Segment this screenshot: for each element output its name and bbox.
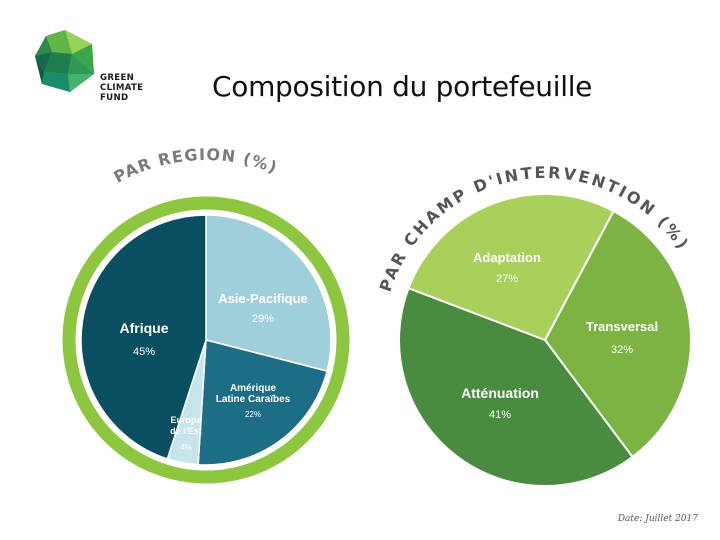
field-value-attenuation: 41% [489,409,511,421]
region-label-amerique: Amérique Latine Caraïbes [216,383,291,405]
gcf-logo-icon [35,30,94,92]
region-label-asie: Asie-Pacifique [218,291,308,306]
region-outer-ring [62,196,350,484]
footer-date: Date: Juillet 2017 [617,514,698,524]
field-label-transversal: Transversal [586,319,658,334]
region-value-asie: 29% [252,313,274,325]
page-title: Composition du portefeuille [212,70,593,103]
logo-line-2: CLIMATE [100,83,144,93]
logo-line-3: FUND [100,93,129,103]
field-value-transversal: 32% [611,344,633,356]
region-label-afrique: Afrique [120,320,169,336]
logo-line-1: GREEN [100,73,135,83]
field-slice-2 [398,286,634,487]
field-label-adaptation: Adaptation [473,250,541,265]
logo-wordmark: GREEN CLIMATE FUND [100,73,143,103]
field-slice-3 [407,193,615,342]
field-value-adaptation: 27% [496,273,518,285]
region-label-europe: Europe de l'Est [170,415,202,436]
region-slice-1 [205,214,332,373]
region-title: PAR REGION (%) [111,145,281,187]
region-value-europe: 4% [180,443,192,452]
region-slice-4 [80,214,207,460]
field-label-attenuation: Atténuation [461,385,539,401]
region-slice-2 [197,339,328,466]
region-value-amerique: 22% [245,410,261,419]
region-value-afrique: 45% [133,346,155,358]
